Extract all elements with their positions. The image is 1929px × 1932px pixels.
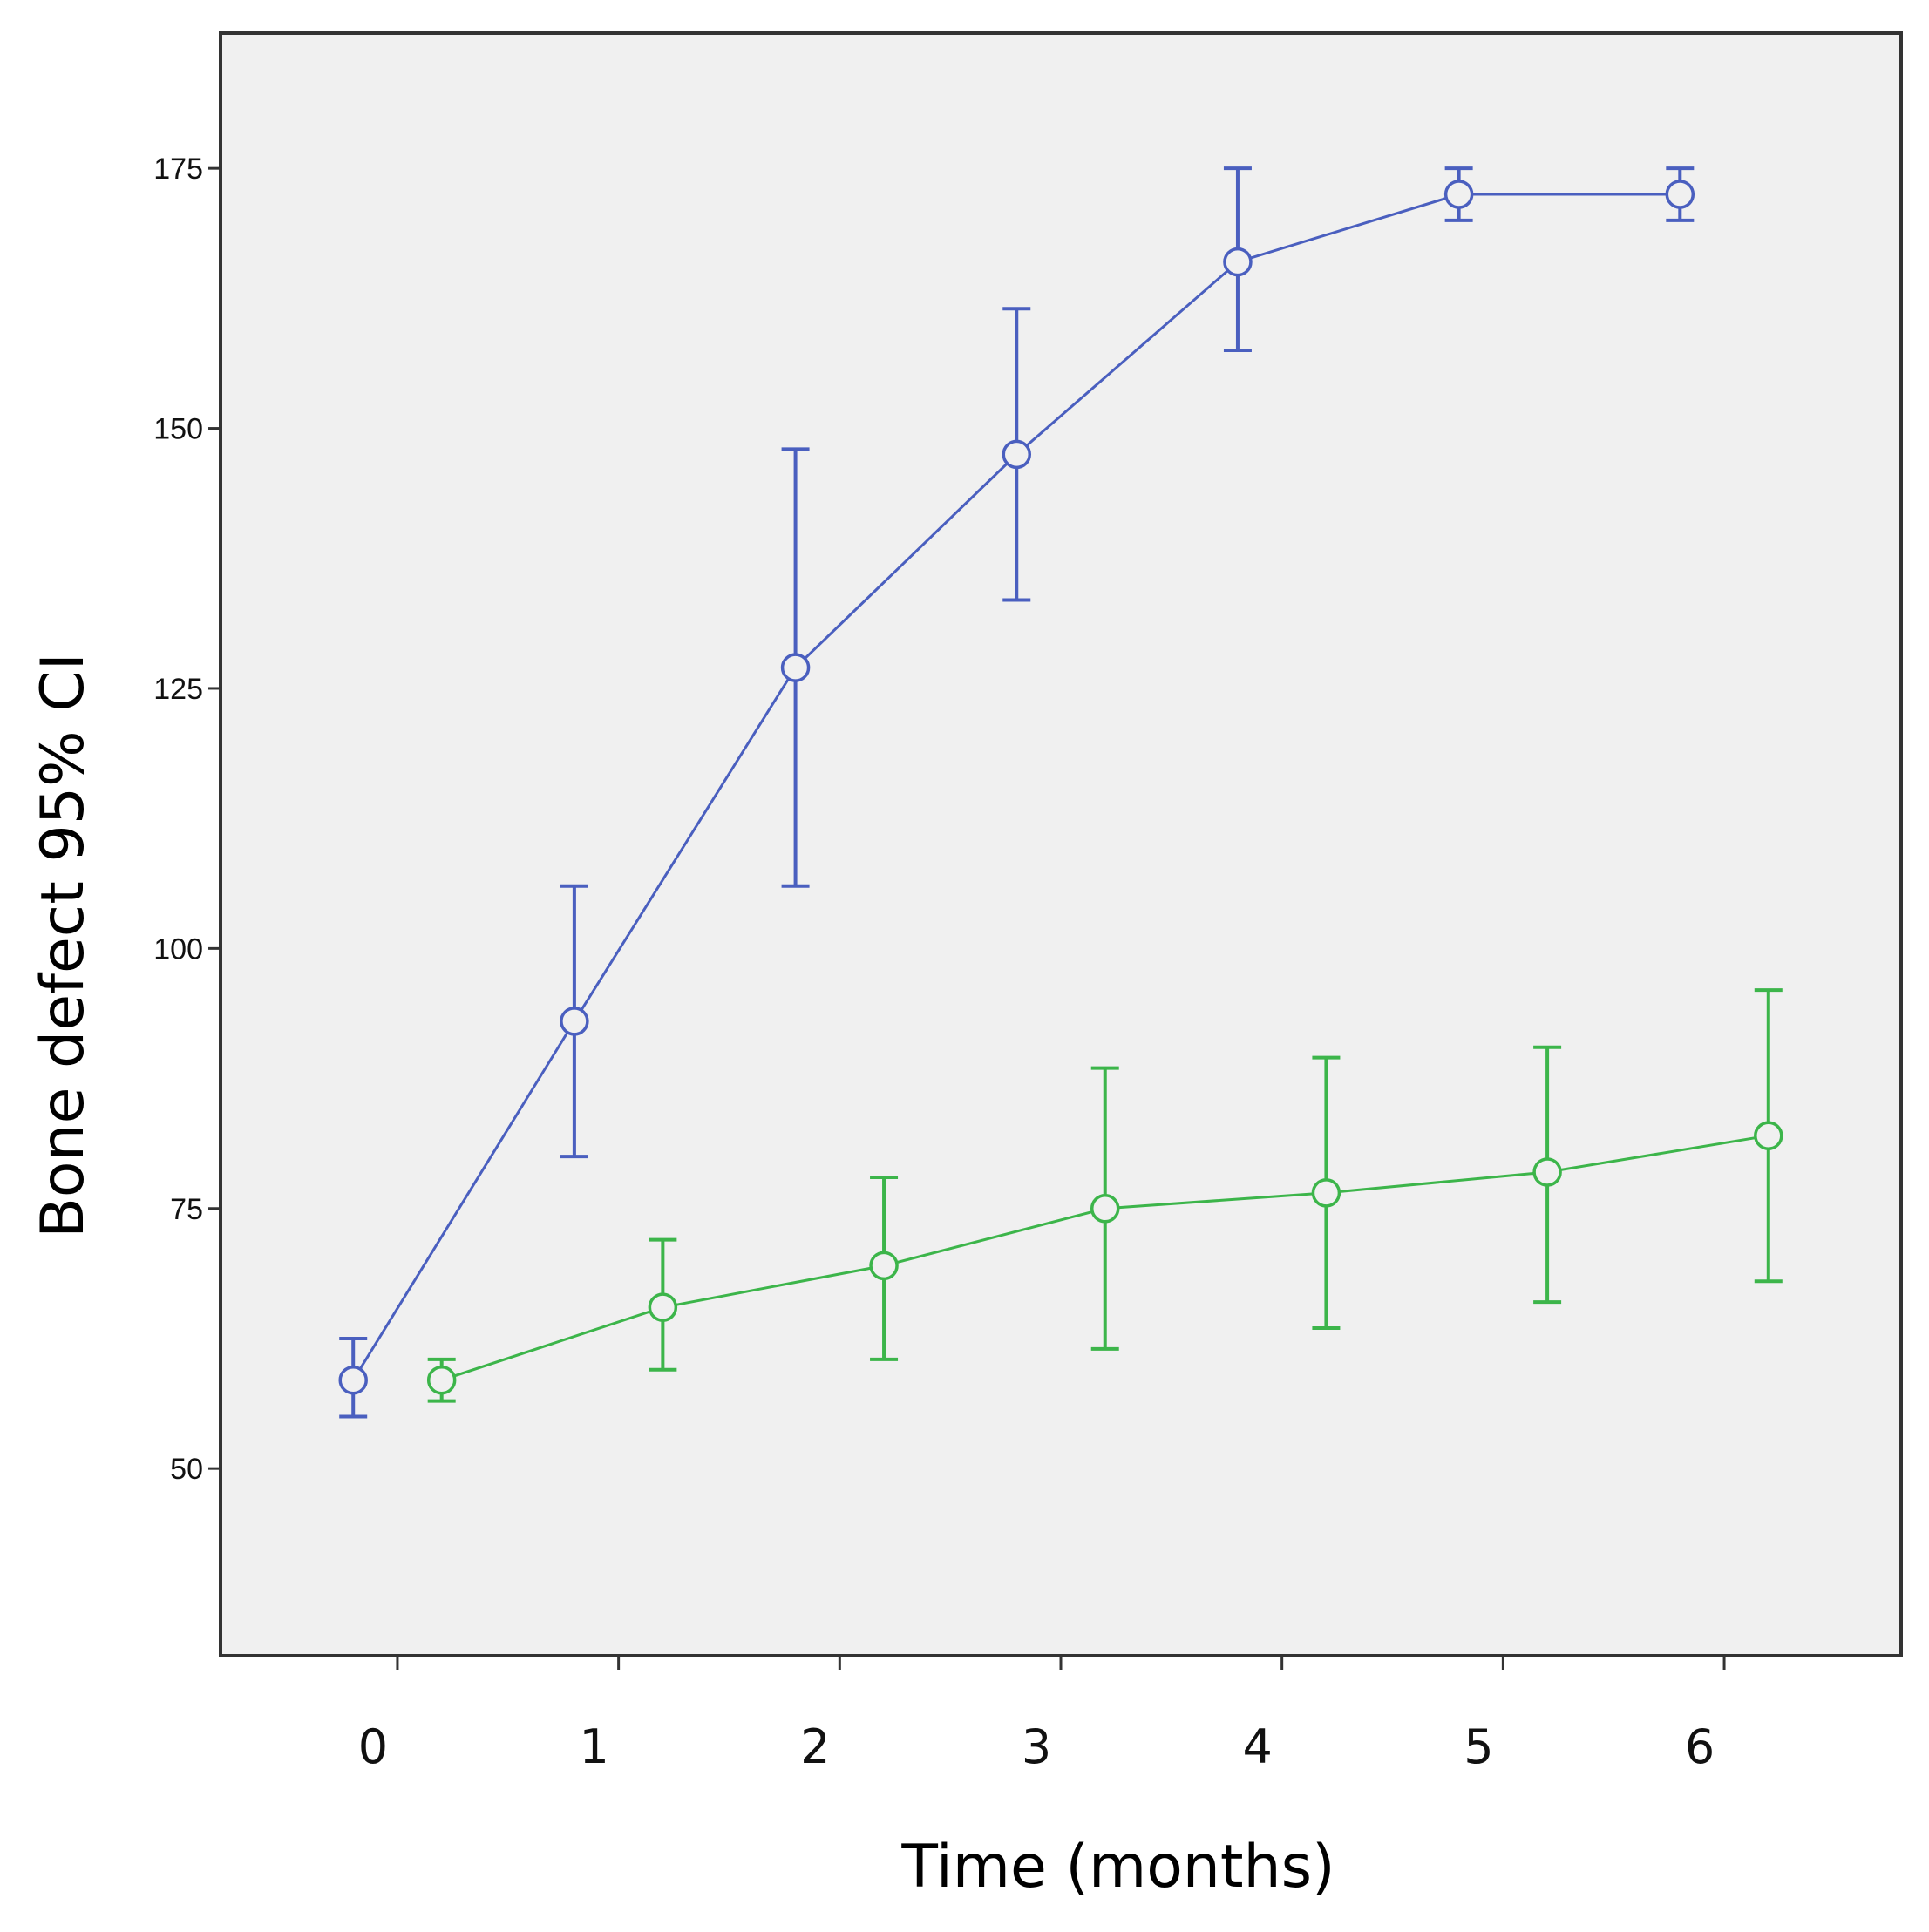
y-axis: 50 75 100 125 150 175	[153, 153, 221, 1486]
x-tick-label-6: 6	[1685, 1719, 1715, 1774]
point-2-4	[1311, 1178, 1341, 1208]
x-axis-title: Time (months)	[900, 1833, 1335, 1901]
x-tick-label-3: 3	[1022, 1719, 1051, 1774]
x-axis: 0 1 2 3 4 5 6	[358, 1656, 1726, 1774]
point-1-2	[780, 653, 811, 682]
point-1-0	[338, 1365, 368, 1395]
plot-background	[219, 31, 1903, 1657]
point-2-0	[426, 1365, 457, 1395]
point-2-3	[1090, 1194, 1120, 1224]
y-tick-label-100: 100	[153, 932, 203, 966]
series-2	[426, 988, 1783, 1403]
series-layer	[338, 166, 1783, 1419]
x-tick-label-5: 5	[1464, 1719, 1493, 1774]
y-tick-label-75: 75	[170, 1193, 203, 1226]
y-tick-label-175: 175	[153, 153, 203, 186]
point-1-5	[1443, 180, 1474, 209]
x-tick-label-4: 4	[1243, 1719, 1273, 1774]
x-tick-label-2: 2	[800, 1719, 830, 1774]
point-2-1	[648, 1292, 678, 1322]
x-tick-label-0: 0	[358, 1719, 388, 1774]
y-axis-title: Bone defect 95% CI	[29, 653, 98, 1238]
point-2-6	[1754, 1121, 1783, 1150]
point-1-1	[560, 1007, 589, 1036]
y-tick-label-50: 50	[170, 1453, 203, 1486]
point-1-4	[1223, 247, 1253, 277]
x-tick-label-1: 1	[579, 1719, 608, 1774]
y-tick-label-125: 125	[153, 673, 203, 706]
series-1	[338, 166, 1695, 1419]
y-tick-label-150: 150	[153, 413, 203, 446]
point-1-6	[1665, 180, 1695, 209]
point-1-3	[1002, 439, 1032, 470]
point-2-2	[869, 1251, 899, 1281]
point-2-5	[1532, 1157, 1562, 1187]
